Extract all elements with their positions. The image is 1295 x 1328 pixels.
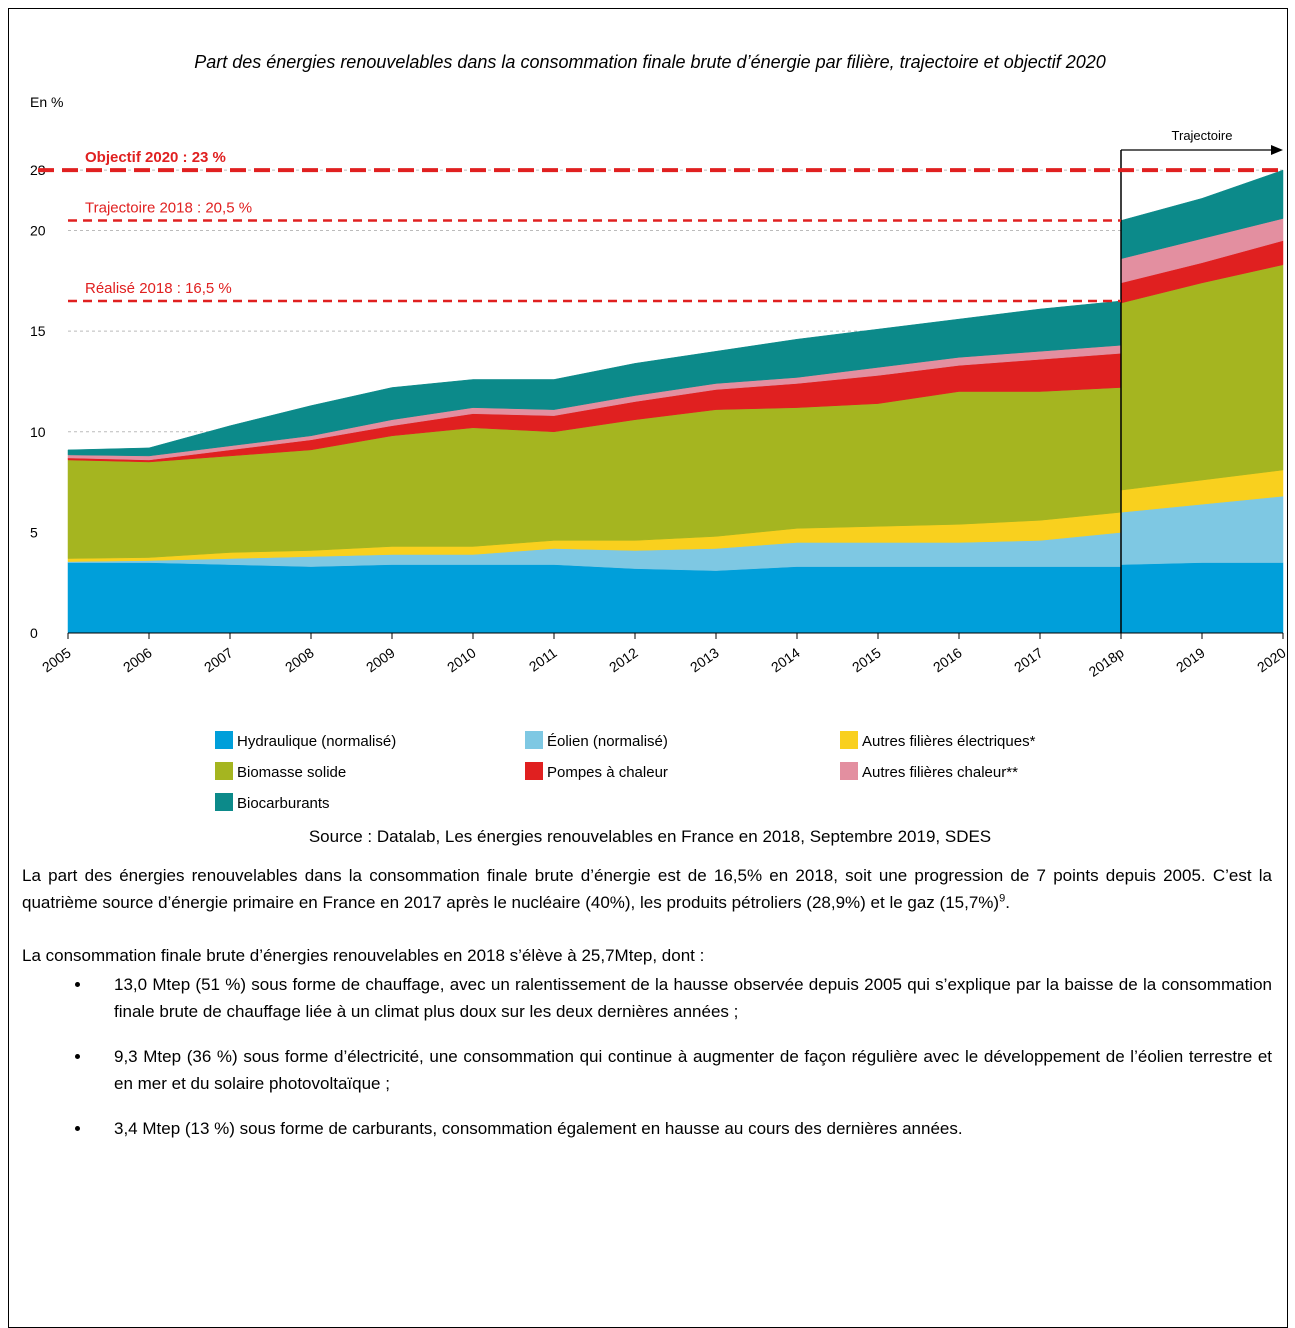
y-axis-label: En % xyxy=(30,94,63,110)
x-tick-label: 2016 xyxy=(930,644,965,675)
legend-swatch xyxy=(525,731,543,749)
x-tick-label: 2011 xyxy=(526,644,560,674)
area xyxy=(1120,264,1284,491)
reference-label: Trajectoire 2018 : 20,5 % xyxy=(85,199,252,216)
paragraph-text: La part des énergies renouvelables dans … xyxy=(22,866,1272,912)
legend-label: Pompes à chaleur xyxy=(547,764,668,781)
legend-label: Éolien (normalisé) xyxy=(547,733,668,750)
reference-label: Réalisé 2018 : 16,5 % xyxy=(85,280,232,297)
x-tick-label: 2006 xyxy=(120,644,155,675)
x-tick-label: 2007 xyxy=(201,644,236,675)
legend-swatch xyxy=(840,762,858,780)
legend-label: Autres filières électriques* xyxy=(862,733,1036,750)
chart-title: Part des énergies renouvelables dans la … xyxy=(194,52,1106,72)
y-tick-label: 23 xyxy=(30,162,46,178)
source: Source : Datalab, Les énergies renouvela… xyxy=(309,827,991,846)
y-tick-label: 15 xyxy=(30,323,46,339)
x-tick-label: 2005 xyxy=(39,644,74,675)
legend-label: Hydraulique (normalisé) xyxy=(237,733,396,750)
reference-label: Objectif 2020 : 23 % xyxy=(85,149,226,166)
x-tick-label: 2014 xyxy=(768,644,803,675)
paragraph: La part des énergies renouvelables dans … xyxy=(22,866,1272,912)
x-tick-label: 2009 xyxy=(363,644,398,675)
x-tick-label: 2020 xyxy=(1254,644,1289,675)
area xyxy=(1120,562,1284,634)
legend-swatch xyxy=(840,731,858,749)
chart: Part des énergies renouvelables dans la … xyxy=(30,52,1289,846)
legend-swatch xyxy=(215,793,233,811)
x-tick-label: 2013 xyxy=(687,644,722,675)
trajectory-label: Trajectoire xyxy=(1172,128,1233,143)
legend-swatch xyxy=(525,762,543,780)
arrow-head xyxy=(1271,145,1283,155)
x-tick-label: 2015 xyxy=(849,644,884,675)
bullet-list: 13,0 Mtep (51 %) sous forme de chauffage… xyxy=(22,971,1272,1142)
bullet-item: 13,0 Mtep (51 %) sous forme de chauffage… xyxy=(92,971,1272,1025)
y-tick-label: 0 xyxy=(30,625,38,641)
x-tick-label: 2019 xyxy=(1173,644,1208,675)
bullet-item: 9,3 Mtep (36 %) sous forme d’électricité… xyxy=(92,1043,1272,1097)
y-tick-label: 10 xyxy=(30,424,46,440)
legend-label: Autres filières chaleur** xyxy=(862,764,1018,781)
x-tick-label: 2012 xyxy=(606,644,641,675)
legend-swatch xyxy=(215,762,233,780)
area xyxy=(67,562,1122,634)
x-tick-label: 2010 xyxy=(444,644,479,675)
footnote-ref: 9 xyxy=(999,892,1006,905)
bullet-item: 3,4 Mtep (13 %) sous forme de carburants… xyxy=(92,1115,1272,1142)
x-tick-label: 2018p xyxy=(1086,644,1127,680)
legend-label: Biomasse solide xyxy=(237,764,346,781)
legend-label: Biocarburants xyxy=(237,795,330,812)
paragraph: La consommation finale brute d’énergies … xyxy=(22,946,705,965)
legend-swatch xyxy=(215,731,233,749)
x-tick-label: 2017 xyxy=(1011,644,1046,675)
x-tick-label: 2008 xyxy=(282,644,317,675)
y-tick-label: 5 xyxy=(30,524,38,540)
document-text: La part des énergies renouvelables dans … xyxy=(22,862,1272,1160)
y-tick-label: 20 xyxy=(30,223,46,239)
